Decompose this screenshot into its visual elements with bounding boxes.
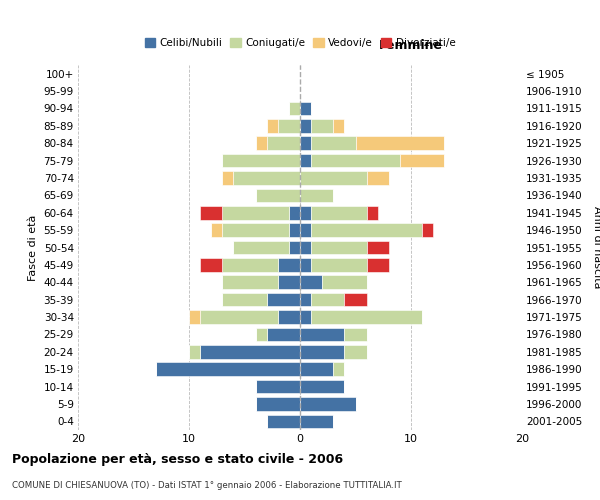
Bar	[189, 345, 200, 358]
Bar	[311, 258, 367, 272]
Bar	[266, 136, 300, 150]
Bar	[300, 119, 311, 132]
Bar	[278, 310, 300, 324]
Text: Femmine: Femmine	[379, 39, 443, 52]
Bar	[367, 206, 378, 220]
Bar	[266, 293, 300, 306]
Bar	[311, 136, 355, 150]
Bar	[156, 362, 300, 376]
Text: Popolazione per età, sesso e stato civile - 2006: Popolazione per età, sesso e stato civil…	[12, 452, 343, 466]
Bar	[300, 345, 344, 358]
Bar	[222, 224, 289, 237]
Bar	[223, 258, 278, 272]
Bar	[300, 224, 311, 237]
Bar	[300, 380, 344, 394]
Bar	[311, 154, 400, 168]
Bar	[300, 397, 355, 410]
Bar	[278, 119, 300, 132]
Bar	[222, 293, 266, 306]
Bar	[200, 258, 222, 272]
Bar	[200, 345, 300, 358]
Bar	[222, 154, 300, 168]
Bar	[256, 136, 266, 150]
Bar	[211, 224, 222, 237]
Bar	[300, 293, 311, 306]
Bar	[266, 414, 300, 428]
Y-axis label: Fasce di età: Fasce di età	[28, 214, 38, 280]
Bar	[311, 293, 344, 306]
Bar	[256, 380, 300, 394]
Bar	[300, 328, 344, 341]
Bar	[322, 276, 367, 289]
Bar	[367, 240, 389, 254]
Bar	[334, 119, 344, 132]
Bar	[367, 171, 389, 185]
Bar	[300, 102, 311, 115]
Y-axis label: Anni di nascita: Anni di nascita	[592, 206, 600, 289]
Bar	[355, 136, 444, 150]
Bar	[200, 310, 278, 324]
Bar	[233, 240, 289, 254]
Bar	[344, 293, 367, 306]
Bar	[233, 171, 300, 185]
Bar	[222, 171, 233, 185]
Bar	[334, 362, 344, 376]
Bar	[300, 276, 322, 289]
Bar	[367, 258, 389, 272]
Bar	[300, 362, 334, 376]
Bar	[311, 119, 334, 132]
Bar	[189, 310, 200, 324]
Bar	[300, 206, 311, 220]
Bar	[222, 206, 289, 220]
Bar	[344, 345, 367, 358]
Bar	[256, 328, 266, 341]
Bar	[300, 154, 311, 168]
Legend: Celibi/Nubili, Coniugati/e, Vedovi/e, Divorziati/e: Celibi/Nubili, Coniugati/e, Vedovi/e, Di…	[140, 34, 460, 52]
Bar	[311, 310, 422, 324]
Bar	[344, 328, 367, 341]
Bar	[223, 276, 278, 289]
Bar	[300, 258, 311, 272]
Bar	[300, 240, 311, 254]
Bar	[300, 310, 311, 324]
Bar	[311, 240, 367, 254]
Bar	[278, 276, 300, 289]
Bar	[256, 397, 300, 410]
Text: COMUNE DI CHIESANUOVA (TO) - Dati ISTAT 1° gennaio 2006 - Elaborazione TUTTITALI: COMUNE DI CHIESANUOVA (TO) - Dati ISTAT …	[12, 481, 402, 490]
Bar	[422, 224, 433, 237]
Bar	[278, 258, 300, 272]
Bar	[256, 188, 300, 202]
Bar	[300, 188, 334, 202]
Bar	[289, 224, 300, 237]
Bar	[300, 414, 334, 428]
Bar	[266, 119, 278, 132]
Bar	[311, 206, 367, 220]
Bar	[300, 136, 311, 150]
Bar	[311, 224, 422, 237]
Bar	[200, 206, 222, 220]
Bar	[289, 206, 300, 220]
Bar	[289, 102, 300, 115]
Bar	[300, 171, 367, 185]
Bar	[289, 240, 300, 254]
Bar	[400, 154, 444, 168]
Bar	[266, 328, 300, 341]
